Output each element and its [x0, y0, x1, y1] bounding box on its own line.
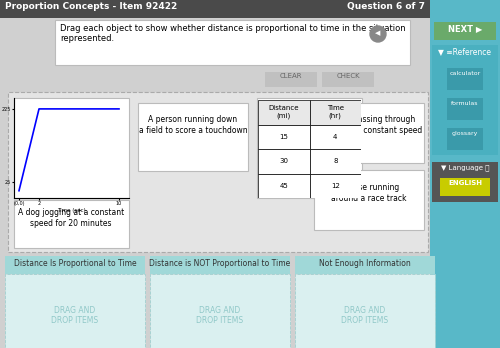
Bar: [265, 72, 317, 87]
Bar: [314, 103, 424, 163]
Bar: [258, 149, 310, 174]
Text: DRAG AND
DROP ITEMS: DRAG AND DROP ITEMS: [52, 306, 98, 325]
Bar: [447, 68, 483, 90]
Bar: [295, 274, 435, 348]
Text: Distance
(mi): Distance (mi): [268, 105, 299, 119]
Text: ENGLISH: ENGLISH: [448, 180, 482, 186]
Bar: [295, 256, 435, 274]
Bar: [14, 98, 129, 198]
Text: Distance is NOT Proportional to Time: Distance is NOT Proportional to Time: [150, 259, 290, 268]
Bar: [5, 256, 145, 274]
Bar: [310, 100, 361, 125]
Bar: [14, 200, 129, 248]
Bar: [5, 274, 145, 348]
Bar: [138, 103, 248, 171]
Text: Distance Is Proportional to Time: Distance Is Proportional to Time: [14, 259, 136, 268]
Text: 45: 45: [280, 183, 288, 189]
Bar: [432, 45, 498, 63]
Bar: [310, 174, 361, 198]
Bar: [8, 92, 428, 252]
Text: 4: 4: [333, 134, 338, 140]
Text: CHECK: CHECK: [336, 73, 360, 79]
Bar: [322, 72, 374, 87]
Bar: [447, 128, 483, 150]
Text: glossary: glossary: [452, 131, 478, 136]
Bar: [314, 170, 424, 230]
Text: CLEAR: CLEAR: [280, 73, 302, 79]
Text: ▼ Language ⓘ: ▼ Language ⓘ: [441, 164, 489, 171]
Bar: [430, 0, 500, 348]
Circle shape: [370, 26, 386, 42]
Text: A dog jogging at a constant
speed for 20 minutes: A dog jogging at a constant speed for 20…: [18, 208, 124, 228]
Text: calculator: calculator: [450, 71, 480, 76]
Text: Not Enough Information: Not Enough Information: [319, 259, 411, 268]
Bar: [434, 22, 496, 40]
Text: 15: 15: [280, 134, 288, 140]
Bar: [258, 100, 310, 125]
Text: DRAG AND
DROP ITEMS: DRAG AND DROP ITEMS: [342, 306, 388, 325]
Bar: [432, 45, 498, 155]
Bar: [310, 125, 361, 149]
Bar: [150, 256, 290, 274]
Text: A horse running
around a race track: A horse running around a race track: [331, 183, 407, 203]
Bar: [310, 149, 361, 174]
Bar: [447, 98, 483, 120]
Text: 12: 12: [331, 183, 340, 189]
Bar: [258, 125, 310, 149]
Text: DRAG AND
DROP ITEMS: DRAG AND DROP ITEMS: [196, 306, 244, 325]
Bar: [440, 178, 490, 196]
Bar: [55, 20, 410, 65]
Bar: [258, 174, 310, 198]
Text: formulas: formulas: [451, 101, 479, 106]
X-axis label: Time (sec): Time (sec): [57, 208, 86, 213]
Text: 8: 8: [333, 158, 338, 164]
Text: A truck passing through
4 cities at a constant speed: A truck passing through 4 cities at a co…: [316, 115, 422, 135]
Text: 30: 30: [279, 158, 288, 164]
Bar: [257, 98, 362, 198]
Text: ▼ ≡Reference: ▼ ≡Reference: [438, 47, 492, 56]
Text: Time
(hr): Time (hr): [327, 105, 344, 119]
Text: ◀: ◀: [376, 30, 380, 36]
Bar: [432, 162, 498, 202]
Bar: [0, 0, 430, 18]
Text: A person running down
a field to score a touchdown: A person running down a field to score a…: [138, 115, 248, 135]
Text: NEXT ▶: NEXT ▶: [448, 24, 482, 33]
Text: Proportion Concepts - Item 92422: Proportion Concepts - Item 92422: [5, 2, 177, 11]
Bar: [150, 274, 290, 348]
Text: Drag each object to show whether distance is proportional to time in the situati: Drag each object to show whether distanc…: [60, 24, 406, 44]
Text: Question 6 of 7: Question 6 of 7: [347, 2, 425, 11]
